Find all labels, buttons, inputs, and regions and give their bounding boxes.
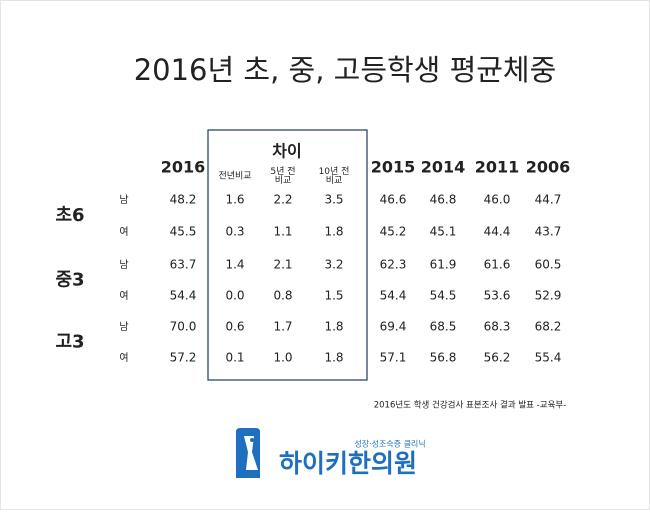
cell: 0.6 — [225, 320, 244, 334]
logo-name: 하이키한의원 — [279, 449, 417, 478]
cell: 46.8 — [430, 193, 457, 207]
cell: 1.8 — [324, 351, 343, 365]
column-header: 2016 — [161, 158, 206, 177]
cell: 54.4 — [380, 289, 407, 303]
cell: 62.3 — [380, 258, 407, 272]
cell: 68.5 — [430, 320, 457, 334]
cell: 45.5 — [170, 225, 197, 239]
sex-label: 남 — [119, 259, 128, 271]
column-header: 2006 — [526, 158, 571, 177]
cell: 1.6 — [225, 193, 244, 207]
cell: 2.1 — [273, 258, 292, 272]
cell: 0.3 — [225, 225, 244, 239]
cell: 63.7 — [170, 258, 197, 272]
cell: 69.4 — [380, 320, 407, 334]
cell: 0.8 — [273, 289, 292, 303]
cell: 48.2 — [170, 193, 197, 207]
cell: 3.2 — [324, 258, 343, 272]
cell: 57.2 — [170, 351, 197, 365]
group-label: 중3 — [55, 270, 84, 291]
cell: 46.0 — [484, 193, 511, 207]
cell: 1.4 — [225, 258, 244, 272]
column-header: 10년 전 — [319, 166, 350, 177]
column-header: 비교 — [275, 175, 292, 186]
cell: 1.8 — [324, 225, 343, 239]
sex-label: 남 — [119, 194, 128, 206]
sex-label: 여 — [119, 352, 128, 364]
cell: 68.2 — [535, 320, 562, 334]
cell: 1.0 — [273, 351, 292, 365]
cell: 61.6 — [484, 258, 511, 272]
group-label: 고3 — [55, 332, 84, 353]
cell: 57.1 — [380, 351, 407, 365]
cell: 61.9 — [430, 258, 457, 272]
column-header: 2014 — [421, 158, 466, 177]
cell: 43.7 — [535, 225, 562, 239]
cell: 56.8 — [430, 351, 457, 365]
source: 2016년도 학생 건강검사 표본조사 결과 발표 -교육부- — [374, 400, 567, 411]
cell: 46.6 — [380, 193, 407, 207]
cell: 53.6 — [484, 289, 511, 303]
cell: 54.5 — [430, 289, 457, 303]
column-header: 전년비교 — [218, 171, 251, 182]
title: 2016년 초, 중, 고등학생 평균체중 — [134, 53, 557, 87]
sex-label: 여 — [119, 226, 128, 238]
cell: 45.1 — [430, 225, 457, 239]
column-header: 5년 전 — [270, 166, 295, 177]
column-header: 비교 — [326, 175, 343, 186]
cell: 1.5 — [324, 289, 343, 303]
cell: 44.4 — [484, 225, 511, 239]
sex-label: 여 — [119, 290, 128, 302]
logo-icon — [236, 428, 260, 478]
cell: 60.5 — [535, 258, 562, 272]
cell: 55.4 — [535, 351, 562, 365]
sex-label: 남 — [119, 321, 128, 333]
group-label: 초6 — [55, 205, 84, 226]
cell: 0.1 — [225, 351, 244, 365]
cell: 1.7 — [273, 320, 292, 334]
cell: 45.2 — [380, 225, 407, 239]
cell: 44.7 — [535, 193, 562, 207]
cell: 56.2 — [484, 351, 511, 365]
cell: 54.4 — [170, 289, 197, 303]
cell: 1.8 — [324, 320, 343, 334]
cell: 0.0 — [225, 289, 244, 303]
cell: 68.3 — [484, 320, 511, 334]
column-header: 2011 — [475, 158, 520, 177]
diff-header: 차이 — [272, 142, 301, 161]
logo-tagline: 성장·성조숙증 클리닉 — [354, 439, 425, 449]
cell: 70.0 — [170, 320, 197, 334]
cell: 52.9 — [535, 289, 562, 303]
column-header: 2015 — [371, 158, 416, 177]
cell: 2.2 — [273, 193, 292, 207]
diff-box — [207, 129, 368, 381]
cell: 1.1 — [273, 225, 292, 239]
cell: 3.5 — [324, 193, 343, 207]
